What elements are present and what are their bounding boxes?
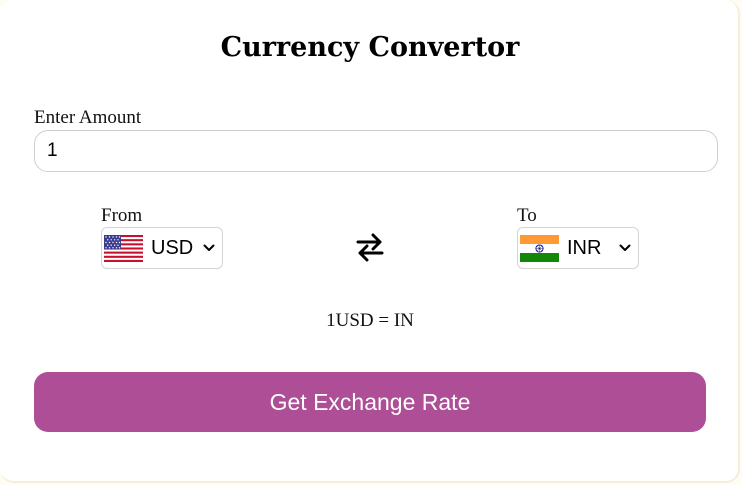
india-flag-icon	[520, 234, 559, 262]
to-currency-select[interactable]: INR	[517, 227, 639, 269]
chevron-down-icon	[203, 244, 215, 251]
from-currency-select[interactable]: USD	[101, 227, 223, 269]
us-flag-icon	[104, 234, 143, 262]
exchange-rate-result: 1USD = IN	[326, 310, 414, 331]
chevron-down-icon	[619, 244, 631, 251]
swap-arrows-icon[interactable]	[355, 231, 385, 263]
to-currency-code: INR	[567, 236, 602, 259]
from-currency-code: USD	[151, 236, 194, 259]
amount-label: Enter Amount	[34, 107, 142, 128]
page-title: Currency Convertor	[220, 32, 520, 63]
get-exchange-rate-button[interactable]: Get Exchange Rate	[34, 372, 706, 432]
from-label: From	[101, 205, 143, 226]
amount-input[interactable]	[34, 130, 718, 172]
to-label: To	[517, 205, 537, 226]
